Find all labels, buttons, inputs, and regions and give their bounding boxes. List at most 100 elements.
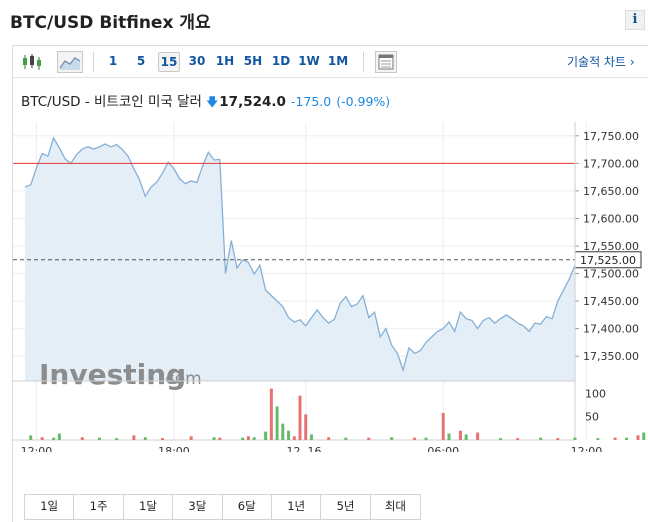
volume-bar <box>241 437 245 440</box>
volume-bar <box>132 435 136 440</box>
volume-bar <box>143 437 147 440</box>
price-line <box>24 136 576 373</box>
price-tick-label: 17,400.00 <box>583 323 639 336</box>
volume-bar <box>309 434 313 440</box>
current-price-label: 17,525.00 <box>580 254 636 267</box>
volume-bar <box>80 437 84 440</box>
volume-bar <box>212 437 216 440</box>
volume-bar <box>476 432 480 440</box>
timeframe-max[interactable]: 최대 <box>370 495 421 519</box>
volume-bar <box>264 431 268 440</box>
interval-1[interactable]: 1 <box>108 54 118 68</box>
volume-bar <box>447 433 451 440</box>
price-tick-label: 17,700.00 <box>583 157 639 170</box>
current-price-tag: 17,525.00 <box>574 251 642 269</box>
timeframe-1d[interactable]: 1일 <box>25 495 75 519</box>
time-tick-label: 12:00 <box>571 445 603 452</box>
price-tick-label: 17,550.00 <box>583 240 639 253</box>
toolbar-divider <box>363 52 364 72</box>
interval-15[interactable]: 15 <box>158 52 180 72</box>
timeframe-5y[interactable]: 5년 <box>321 495 371 519</box>
price-tick-label: 17,350.00 <box>583 350 639 363</box>
interval-1m[interactable]: 1M <box>327 54 349 68</box>
time-tick-label: 06:00 <box>427 445 459 452</box>
volume-bar <box>642 432 646 440</box>
toolbar-divider <box>93 52 94 72</box>
timeframe-3m[interactable]: 3달 <box>173 495 223 519</box>
volume-bar <box>281 423 285 440</box>
price-tick-label: 17,650.00 <box>583 185 639 198</box>
volume-bar <box>636 435 640 440</box>
price-chart[interactable]: Investing .com 17,750.00 17,700.00 17,650.… <box>13 122 648 452</box>
table-icon[interactable] <box>375 51 397 73</box>
volume-bar <box>424 437 428 440</box>
volume-bar <box>573 437 577 440</box>
volume-bar <box>275 406 279 440</box>
volume-bar <box>97 437 101 440</box>
price-area-fill <box>25 138 575 381</box>
last-price: 17,524.0 <box>219 94 286 110</box>
timeframe-selector: 1일 1주 1달 3달 6달 1년 5년 최대 <box>24 494 422 520</box>
time-tick-label: 18:00 <box>158 445 190 452</box>
watermark-brand: Investing <box>39 358 186 391</box>
volume-bar <box>298 395 302 440</box>
area-chart-icon[interactable] <box>57 51 83 73</box>
volume-bar <box>115 438 119 440</box>
timeframe-1w[interactable]: 1주 <box>74 495 124 519</box>
volume-bar <box>327 437 331 440</box>
volume-bar <box>304 414 308 440</box>
interval-30[interactable]: 30 <box>188 54 206 68</box>
interval-5h[interactable]: 5H <box>243 54 263 68</box>
volume-bar <box>441 412 445 440</box>
symbol-label: BTC/USD - 비트코인 미국 달러 <box>21 94 202 110</box>
chart-widget: 1 5 15 30 1H 5H 1D 1W 1M 기술적 차트 › BTC/US… <box>12 45 648 522</box>
volume-bar <box>539 437 543 440</box>
volume-bar <box>246 436 250 440</box>
time-tick-label: 12. 16. <box>286 445 324 452</box>
price-change: -175.0 <box>290 94 332 109</box>
volume-bar <box>52 437 56 440</box>
timeframe-1y[interactable]: 1년 <box>271 495 322 519</box>
timeframe-1m[interactable]: 1달 <box>123 495 174 519</box>
info-button[interactable]: i <box>625 10 645 30</box>
interval-5[interactable]: 5 <box>136 54 146 68</box>
price-change-percent: (-0.99%) <box>336 94 391 109</box>
volume-bar <box>292 436 296 440</box>
volume-tick-label: 100 <box>585 387 606 400</box>
volume-bar <box>269 388 273 440</box>
price-tick-label: 17,750.00 <box>583 130 639 143</box>
volume-tick-label: 50 <box>585 411 599 424</box>
volume-bar <box>161 438 164 440</box>
volume-bar <box>189 436 193 440</box>
technical-chart-link[interactable]: 기술적 차트 › <box>567 55 635 69</box>
volume-bar <box>40 437 44 440</box>
price-tick-label: 17,500.00 <box>583 268 639 281</box>
interval-1w[interactable]: 1W <box>298 54 320 68</box>
volume-bar <box>499 438 503 440</box>
investing-watermark: Investing .com <box>39 358 202 391</box>
candlestick-icon[interactable] <box>19 51 45 73</box>
volume-bar <box>367 437 371 440</box>
price-tick-label: 17,450.00 <box>583 295 639 308</box>
chart-toolbar: 1 5 15 30 1H 5H 1D 1W 1M 기술적 차트 › <box>13 46 648 78</box>
volume-bar <box>344 437 348 440</box>
interval-1h[interactable]: 1H <box>215 54 235 68</box>
volume-bar <box>252 437 256 440</box>
volume-bar <box>287 430 291 440</box>
volume-bar <box>57 433 61 440</box>
volume-bar <box>556 438 560 440</box>
volume-bar <box>464 434 468 440</box>
volume-bar <box>413 437 417 440</box>
volume-bar <box>516 438 520 440</box>
down-arrow-icon: 🡇 <box>205 95 219 109</box>
timeframe-6m[interactable]: 6달 <box>222 495 272 519</box>
time-tick-label: 12:00 <box>21 445 53 452</box>
volume-bar <box>29 435 33 440</box>
volume-bar <box>613 437 617 440</box>
interval-1d[interactable]: 1D <box>271 54 291 68</box>
watermark-suffix: .com <box>160 369 202 389</box>
volume-bar <box>596 438 600 440</box>
volume-bar <box>390 437 394 440</box>
quote-header: BTC/USD - 비트코인 미국 달러 🡇17,524.0 -175.0 (-0.9… <box>21 90 390 114</box>
volume-bar <box>458 430 462 440</box>
